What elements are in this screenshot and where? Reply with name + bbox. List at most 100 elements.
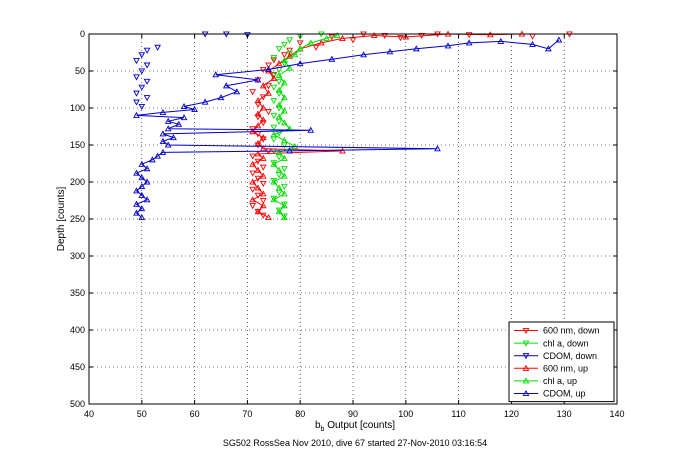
- data-point: [270, 196, 278, 203]
- data-point: [159, 130, 167, 137]
- data-point: [133, 111, 140, 118]
- data-point: [296, 40, 304, 47]
- data-point: [280, 41, 288, 48]
- data-point: [259, 120, 267, 127]
- data-point: [270, 74, 278, 81]
- data-point: [286, 64, 294, 71]
- data-point: [275, 101, 283, 108]
- data-point: [280, 107, 288, 114]
- data-point: [307, 39, 315, 46]
- data-point: [280, 183, 288, 190]
- data-point: [434, 145, 441, 152]
- data-point: [286, 47, 294, 54]
- data-point: [270, 55, 278, 62]
- data-point: [249, 126, 257, 133]
- data-point: [386, 48, 394, 55]
- data-point: [270, 72, 278, 79]
- x-axis-label-main: b: [315, 420, 321, 431]
- data-point: [529, 40, 536, 47]
- data-point: [138, 191, 146, 198]
- data-point: [275, 208, 283, 215]
- data-point: [143, 95, 151, 102]
- legend-label: CDOM, down: [543, 351, 597, 361]
- data-point: [259, 164, 267, 171]
- data-point: [254, 76, 262, 83]
- data-point: [259, 104, 267, 111]
- data-point: [164, 125, 172, 132]
- data-point: [397, 35, 404, 42]
- data-point: [201, 98, 209, 105]
- data-point: [339, 34, 346, 41]
- data-point: [212, 71, 220, 78]
- data-point: [254, 101, 262, 108]
- data-point: [296, 60, 304, 67]
- data-point: [133, 169, 140, 176]
- data-point: [280, 190, 288, 197]
- data-point: [333, 31, 341, 39]
- data-point: [555, 36, 563, 43]
- data-point: [259, 180, 267, 188]
- data-point: [280, 213, 288, 221]
- data-point: [323, 34, 330, 41]
- data-point: [138, 205, 146, 212]
- data-point: [265, 67, 272, 74]
- y-tick-label: 250: [70, 214, 85, 224]
- data-point: [159, 137, 167, 144]
- data-point: [259, 172, 267, 179]
- data-point: [249, 196, 257, 203]
- data-point: [180, 114, 188, 121]
- data-point: [286, 50, 294, 57]
- data-point: [275, 90, 283, 97]
- ticks: 40 50 60 70 80 90 100 110 120 130 140 0 50 100 150 200 2…: [70, 29, 625, 419]
- legend-marker: [522, 340, 530, 347]
- data-point: [164, 141, 172, 148]
- data-point: [280, 154, 288, 161]
- data-point: [280, 52, 288, 59]
- data-point: [143, 178, 151, 185]
- data-point: [265, 65, 272, 73]
- legend-marker: [522, 377, 530, 384]
- data-point: [465, 39, 473, 46]
- series-2: [133, 31, 251, 111]
- legend-label: 600 nm, up: [543, 364, 588, 374]
- data-point: [275, 60, 283, 67]
- y-tick-label: 350: [70, 288, 85, 298]
- data-point: [138, 52, 146, 59]
- data-point: [133, 74, 140, 81]
- data-point: [217, 94, 225, 101]
- data-point: [254, 114, 262, 121]
- series-line: [251, 33, 523, 218]
- data-point: [270, 112, 278, 119]
- legend-label: chl a, down: [543, 338, 589, 348]
- data-point: [138, 182, 146, 189]
- data-point: [270, 57, 278, 64]
- legend-label: chl a, up: [543, 376, 577, 386]
- data-point: [254, 166, 262, 173]
- x-tick-label: 90: [348, 409, 358, 419]
- data-point: [259, 116, 267, 123]
- data-point: [265, 83, 272, 90]
- data-point: [249, 170, 257, 177]
- data-point: [286, 37, 294, 44]
- data-point: [497, 37, 505, 44]
- y-axis-label: Depth [counts]: [56, 187, 67, 252]
- data-point: [222, 82, 230, 89]
- data-point: [259, 94, 267, 101]
- data-point: [275, 86, 283, 93]
- data-point: [254, 208, 262, 215]
- data-point: [317, 39, 325, 46]
- data-point: [143, 165, 151, 172]
- y-tick-label: 50: [75, 66, 85, 76]
- data-point: [280, 137, 288, 144]
- data-point: [280, 79, 288, 86]
- series-5: [133, 36, 563, 221]
- data-point: [259, 202, 267, 209]
- data-point: [280, 61, 288, 68]
- data-point: [275, 46, 283, 53]
- data-point: [138, 84, 146, 91]
- data-point: [138, 68, 146, 75]
- data-point: [280, 119, 288, 126]
- data-point: [143, 47, 151, 54]
- series-4: [270, 31, 341, 221]
